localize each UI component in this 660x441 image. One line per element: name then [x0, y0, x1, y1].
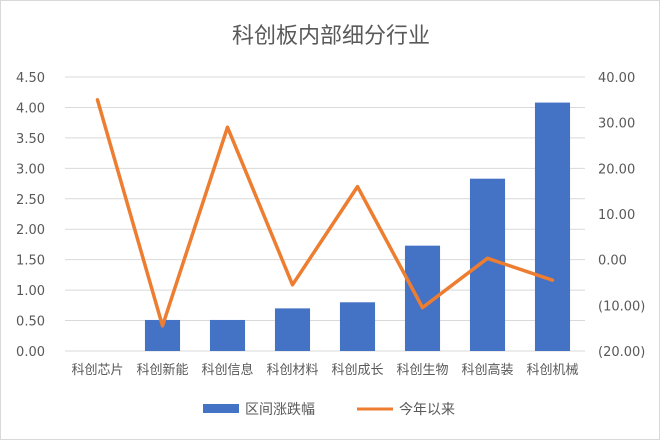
left-tick-label: 0.00 [16, 345, 45, 360]
grid-layer [65, 77, 585, 351]
right-tick-label: 0.00 [598, 254, 627, 269]
bar [535, 103, 570, 351]
right-tick-label: 40.00 [598, 71, 635, 86]
left-tick-label: 3.00 [16, 162, 45, 177]
category-label: 科创成长 [331, 363, 383, 378]
right-tick-label: 10.00 [598, 208, 635, 223]
left-tick-label: 2.50 [16, 193, 45, 208]
category-label: 科创芯片 [71, 363, 123, 378]
category-label: 科创信息 [201, 362, 253, 378]
category-label: 科创材料 [266, 363, 318, 378]
bar [210, 320, 245, 351]
right-axis-ticks: (20.00) (10.00) 0.00 10.00 20.00 30.00 40.00 [598, 71, 645, 360]
left-tick-label: 4.00 [16, 101, 45, 116]
left-axis-ticks: 0.00 0.50 1.00 1.50 2.00 2.50 3.00 3.50 4.00 4.50 [16, 71, 45, 360]
category-label: 科创高装 [461, 362, 513, 378]
left-tick-label: 4.50 [16, 71, 45, 86]
category-label: 科创机械 [526, 363, 578, 378]
right-tick-label: 20.00 [598, 162, 635, 177]
left-tick-label: 3.50 [16, 132, 45, 147]
left-tick-label: 0.50 [16, 315, 45, 330]
right-tick-label: 30.00 [598, 117, 635, 132]
left-tick-label: 1.00 [16, 284, 45, 299]
category-label: 科创生物 [396, 363, 448, 378]
legend-bar-label: 区间涨跌幅 [245, 402, 315, 418]
bars-layer [145, 103, 570, 351]
legend-line-label: 今年以来 [399, 402, 455, 418]
left-tick-label: 1.50 [16, 254, 45, 269]
right-tick-label: (20.00) [598, 345, 645, 360]
category-label: 科创新能 [136, 362, 188, 378]
bar [275, 308, 310, 351]
bar [470, 179, 505, 351]
category-labels: 科创芯片科创新能科创信息科创材料科创成长科创生物科创高装科创机械 [71, 362, 578, 378]
legend: 区间涨跌幅 今年以来 [203, 402, 455, 418]
bar [340, 302, 375, 351]
right-tick-label: (10.00) [598, 299, 645, 314]
legend-bar-swatch [203, 404, 239, 413]
chart-title: 科创板内部细分行业 [232, 24, 430, 49]
left-tick-label: 2.00 [16, 223, 45, 238]
